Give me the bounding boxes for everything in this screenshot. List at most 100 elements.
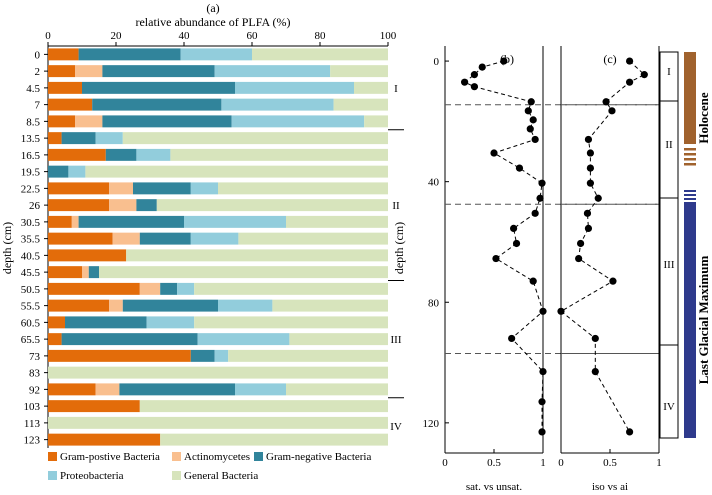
bar-segment — [184, 215, 286, 228]
lgm-stripe — [684, 194, 696, 196]
panel-b-x-tick-label: 0.5 — [487, 457, 501, 469]
depth-tick-label: 123 — [24, 435, 41, 447]
zone-column-label: IV — [663, 401, 675, 413]
panel-b-data-point — [509, 224, 518, 232]
depth-tick-label: 40.5 — [21, 250, 41, 262]
legend-label: Actinomycetes — [184, 451, 250, 463]
panel-b-data-point — [538, 398, 546, 406]
bar-segment — [136, 148, 171, 161]
panel-c-data-point — [557, 307, 565, 315]
bar-segment — [61, 333, 198, 346]
bar-segment — [61, 132, 96, 145]
bar-segment — [65, 316, 147, 329]
holocene-stripe — [684, 153, 696, 156]
depth-tick-label: 0 — [35, 49, 41, 61]
bar-segment — [48, 266, 82, 279]
panel-a-x-tick-label: 0 — [45, 30, 51, 42]
legend-swatch — [48, 471, 57, 480]
bar-segment — [48, 366, 388, 379]
bar-segment — [109, 182, 133, 195]
panel-a-x-axis: 0 20 40 60 80 100 — [45, 30, 397, 448]
bar-segment — [48, 400, 140, 413]
panel-c: (c) 0 0.5 1 iso vs ai — [557, 46, 662, 493]
bar-segment — [92, 98, 222, 111]
panel-b-y-axis-label: depth (cm) — [392, 222, 406, 274]
bar-segment — [136, 199, 157, 212]
bar-segment — [214, 349, 229, 362]
panel-c-data-point — [584, 224, 593, 232]
bar-segment — [82, 266, 89, 279]
bar-segment — [99, 266, 388, 279]
panel-c-data-point — [602, 98, 610, 106]
bar-segment — [48, 433, 161, 446]
legend-swatch — [172, 471, 181, 480]
panel-c-data-point — [584, 135, 593, 144]
bar-segment — [48, 98, 93, 111]
panel-c-data-point — [586, 149, 595, 157]
bar-segment — [286, 215, 388, 228]
panel-a-x-tick-label: 20 — [111, 30, 123, 42]
bar-segment — [82, 81, 235, 94]
panel-b-data-point — [539, 368, 547, 376]
panel-b-y-tick-label: 0 — [434, 56, 440, 68]
zone-label: I — [394, 83, 398, 95]
bar-segment — [122, 299, 218, 312]
bar-segment — [112, 232, 140, 245]
legend-label: General Bacteria — [184, 470, 258, 482]
bar-segment — [238, 232, 388, 245]
depth-tick-label: 8.5 — [26, 116, 40, 128]
depth-tick-label: 22.5 — [21, 183, 41, 195]
panel-b-data-point — [531, 209, 539, 217]
bar-segment — [333, 98, 388, 111]
panel-b-data-point — [470, 71, 478, 79]
lgm-bar — [684, 202, 696, 438]
bar-segment — [48, 48, 79, 61]
panel-b-data-point — [531, 135, 539, 144]
legend-swatch — [172, 452, 181, 461]
bar-segment — [330, 65, 388, 78]
bar-segment — [354, 81, 388, 94]
legend: Gram-postive Bacteria Actinomycetes Gram-n… — [48, 451, 371, 482]
holocene-stripe — [684, 158, 696, 161]
depth-tick-label: 16.5 — [21, 150, 41, 162]
panel-c-data-point — [583, 209, 592, 217]
bar-segment — [48, 115, 76, 128]
bar-segment — [160, 433, 388, 446]
panel-b-data-point — [490, 149, 498, 157]
panel-a-stacked-bars — [48, 48, 389, 446]
panel-b-data-point — [515, 164, 524, 172]
bar-segment — [289, 333, 388, 346]
bar-segment — [48, 416, 388, 429]
holocene-label: Holocene — [696, 92, 711, 143]
bar-segment — [221, 98, 334, 111]
bar-segment — [190, 232, 239, 245]
panel-a-label: (a) — [206, 1, 219, 15]
panel-c-data-point — [640, 71, 648, 79]
bar-segment — [109, 299, 123, 312]
depth-tick-label: 4.5 — [26, 83, 40, 95]
panel-c-data-point — [577, 239, 585, 248]
bar-segment — [48, 282, 140, 295]
bar-segment — [231, 115, 365, 128]
depth-tick-label: 113 — [24, 418, 41, 430]
panel-b-profile-line — [463, 60, 544, 432]
holocene-bar — [684, 52, 696, 144]
bar-segment — [105, 148, 137, 161]
panel-a-y-axis-label: depth (cm) — [0, 222, 14, 274]
bar-segment — [194, 316, 388, 329]
legend-label: Gram-negative Bacteria — [266, 451, 371, 463]
bar-segment — [286, 383, 388, 396]
panel-c-data-point — [626, 78, 634, 86]
panel-b-data-point — [524, 107, 532, 115]
panel-a-x-tick-label: 80 — [315, 30, 327, 42]
bar-segment — [48, 232, 113, 245]
bar-segment — [272, 299, 388, 312]
bar-segment — [95, 132, 123, 145]
bar-segment — [88, 266, 99, 279]
bar-segment — [197, 333, 290, 346]
panel-c-data-point — [608, 107, 616, 115]
bar-segment — [139, 282, 161, 295]
panel-b-data-point — [508, 334, 516, 343]
